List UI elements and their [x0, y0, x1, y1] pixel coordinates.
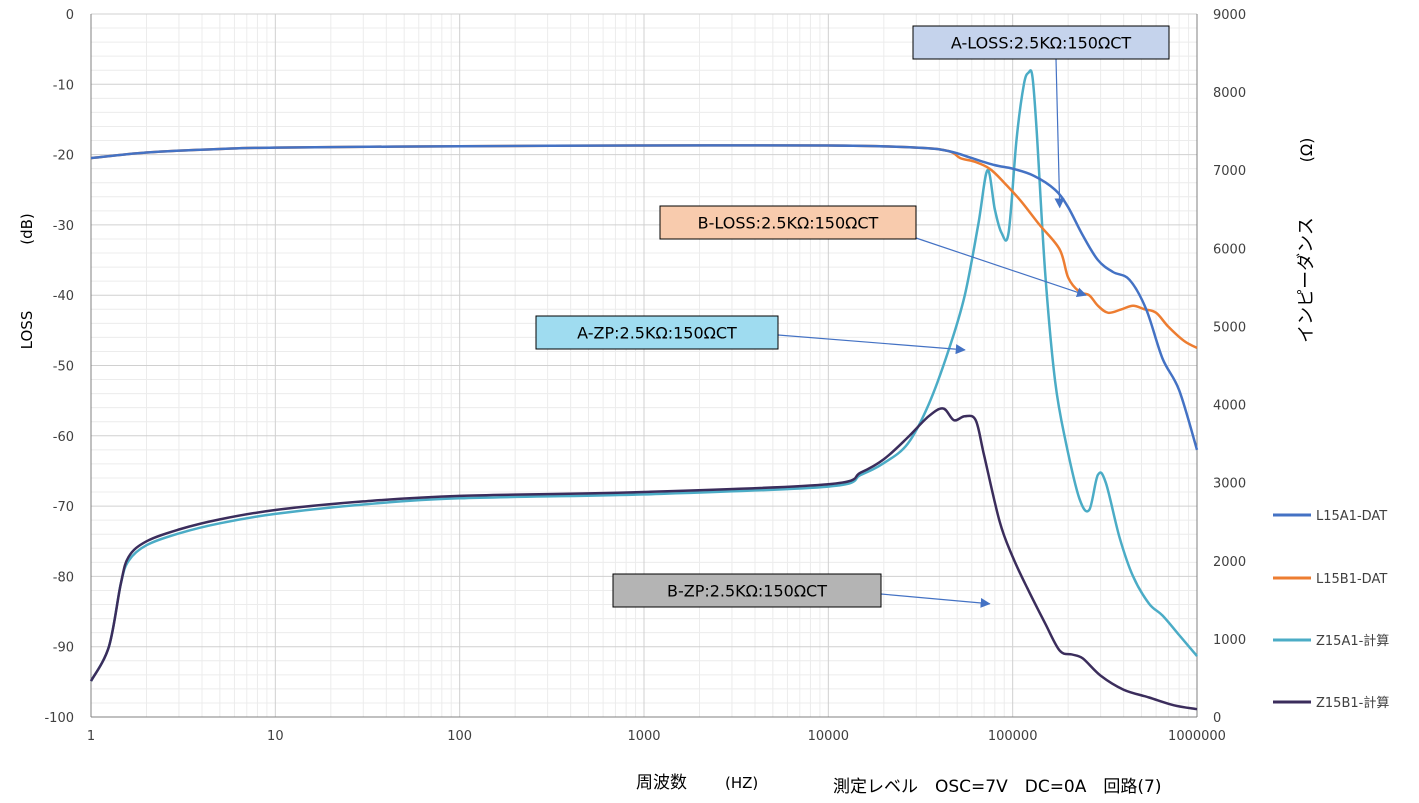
- y-left-tick-label: -80: [53, 570, 74, 585]
- legend-label: L15B1-DAT: [1316, 572, 1387, 587]
- x-axis-title: 周波数: [636, 773, 687, 793]
- series-line-L15A1-DAT: [90, 144, 1199, 451]
- y-right-axis-title: インピーダンス: [1296, 217, 1317, 343]
- y-right-tick-label: 2000: [1213, 555, 1246, 570]
- x-tick-label: 1: [87, 729, 95, 744]
- series-lines: [89, 69, 1199, 711]
- callout-box: [912, 25, 1170, 60]
- callout-arrow: [880, 593, 991, 608]
- y-right-axis-unit: (Ω): [1297, 138, 1316, 163]
- plot-axes: [90, 14, 1198, 718]
- legend-label: L15A1-DAT: [1316, 509, 1387, 524]
- x-tick-label: 10: [267, 729, 284, 744]
- y-right-tick-label: 3000: [1213, 477, 1246, 492]
- callout-box: [659, 205, 917, 240]
- x-tick-label: 100000: [988, 729, 1038, 744]
- y-right-tick-label: 0: [1213, 711, 1221, 726]
- legend-label: Z15B1-計算: [1316, 695, 1389, 711]
- y-left-axis-unit: (dB): [18, 213, 36, 245]
- callout-arrow: [915, 237, 1087, 298]
- legend: L15A1-DAT L15B1-DAT Z15A1-計算 Z15B1-計算: [1273, 509, 1389, 711]
- y-left-tick-label: -60: [53, 430, 74, 445]
- y-right-tick-label: 1000: [1213, 633, 1246, 648]
- y-right-tick-labels: 9000 8000 7000 6000 5000 4000 3000 2000 1000 0: [1213, 8, 1246, 726]
- y-left-tick-label: -20: [53, 149, 74, 164]
- callouts: A-LOSS:2.5KΩ:150ΩCT B-LOSS:2.5KΩ:150ΩCT A-…: [535, 25, 1170, 608]
- callout-label: A-LOSS:2.5KΩ:150ΩCT: [951, 34, 1132, 53]
- y-left-tick-label: -10: [53, 78, 74, 93]
- callout-box: [612, 573, 882, 608]
- y-left-tick-label: -70: [53, 500, 74, 515]
- legend-label: Z15A1-計算: [1316, 633, 1389, 649]
- y-right-tick-label: 9000: [1213, 8, 1246, 23]
- callout-arrow: [1054, 58, 1065, 209]
- y-right-tick-label: 4000: [1213, 399, 1246, 414]
- x-axis-unit: (HZ): [725, 774, 758, 792]
- measurement-condition: 測定レベル OSC=7V DC=0A 回路(7): [833, 777, 1161, 797]
- major-gridlines: [90, 13, 1198, 718]
- x-tick-label: 1000: [627, 729, 660, 744]
- y-left-tick-label: -50: [53, 360, 74, 375]
- y-left-tick-label: 0: [66, 8, 74, 23]
- series-line-Z15B1-計算: [89, 407, 1198, 711]
- x-tick-label: 100: [447, 729, 472, 744]
- y-left-tick-label: -30: [53, 219, 74, 234]
- x-tick-label: 10000: [808, 729, 849, 744]
- y-left-tick-label: -90: [53, 641, 74, 656]
- series-line-Z15A1-計算: [89, 69, 1198, 682]
- y-right-tick-label: 5000: [1213, 320, 1246, 335]
- callout-label: B-ZP:2.5KΩ:150ΩCT: [667, 582, 827, 601]
- y-left-tick-label: -40: [53, 289, 74, 304]
- callout-box: [535, 315, 779, 350]
- callout-label: A-ZP:2.5KΩ:150ΩCT: [577, 324, 737, 343]
- y-left-tick-label: -100: [44, 711, 74, 726]
- y-right-tick-label: 8000: [1213, 86, 1246, 101]
- callout-arrow: [777, 334, 966, 355]
- y-right-tick-label: 7000: [1213, 164, 1246, 179]
- x-tick-labels: 1 10 100 1000 10000 100000 1000000: [87, 729, 1226, 744]
- y-left-axis-title: LOSS: [18, 311, 36, 350]
- callout-label: B-LOSS:2.5KΩ:150ΩCT: [698, 214, 879, 233]
- x-tick-label: 1000000: [1168, 729, 1226, 744]
- y-left-tick-labels: 0 -10 -20 -30 -40 -50 -60 -70 -80 -90 -100: [44, 8, 74, 726]
- y-right-tick-label: 6000: [1213, 242, 1246, 257]
